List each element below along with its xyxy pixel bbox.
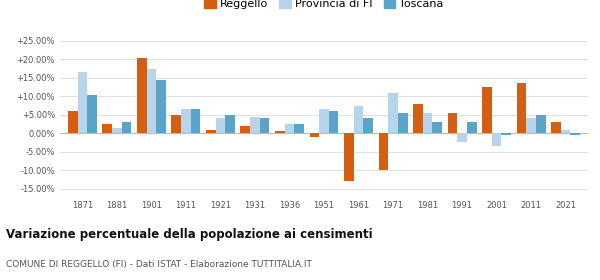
Bar [215,118,226,133]
Bar [68,111,77,133]
Bar [77,72,87,133]
Bar [482,87,492,133]
Text: Variazione percentuale della popolazione ai censimenti: Variazione percentuale della popolazione… [6,228,373,241]
Bar [241,126,250,133]
Bar [156,80,166,133]
Bar [295,124,304,133]
Bar [344,133,353,181]
Bar [536,115,545,133]
Bar [146,69,156,133]
Bar [422,113,433,133]
Bar [388,93,398,133]
Bar [275,131,284,133]
Bar [571,133,580,135]
Legend: Reggello, Provincia di FI, Toscana: Reggello, Provincia di FI, Toscana [200,0,448,13]
Bar [310,133,319,137]
Bar [433,122,442,133]
Bar [206,130,215,133]
Bar [457,133,467,143]
Bar [398,113,407,133]
Bar [226,115,235,133]
Bar [526,118,536,133]
Bar [448,113,457,133]
Bar [467,122,476,133]
Bar [122,122,131,133]
Bar [413,104,422,133]
Bar [561,130,571,133]
Text: COMUNE DI REGGELLO (FI) - Dati ISTAT - Elaborazione TUTTITALIA.IT: COMUNE DI REGGELLO (FI) - Dati ISTAT - E… [6,260,312,269]
Bar [103,124,112,133]
Bar [260,118,269,133]
Bar [250,117,260,133]
Bar [181,109,191,133]
Bar [87,95,97,133]
Bar [492,133,502,146]
Bar [379,133,388,170]
Bar [284,124,295,133]
Bar [191,109,200,133]
Bar [364,118,373,133]
Bar [137,58,146,133]
Bar [353,106,364,133]
Bar [172,115,181,133]
Bar [329,111,338,133]
Bar [112,128,122,133]
Bar [517,83,526,133]
Bar [551,122,561,133]
Bar [319,109,329,133]
Bar [502,133,511,135]
